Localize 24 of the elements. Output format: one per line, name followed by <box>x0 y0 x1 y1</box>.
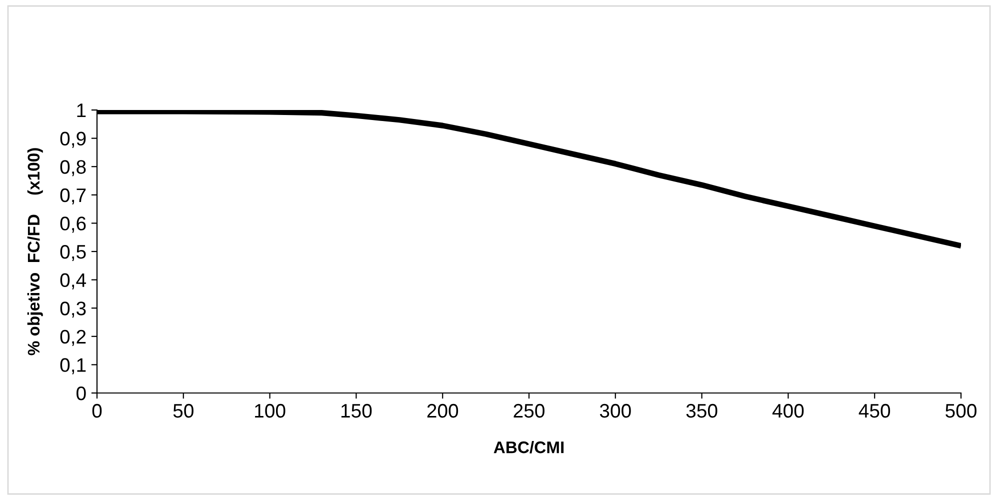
y-tick-label: 0,3 <box>60 302 86 318</box>
y-tick-label: 0 <box>76 386 86 400</box>
x-tick-label: 200 <box>427 404 458 418</box>
x-tick-label: 500 <box>946 404 976 418</box>
y-tick-label: 0,1 <box>60 358 86 374</box>
x-axis-title: ABC/CMI <box>494 440 564 454</box>
y-tick-label: 0,7 <box>60 188 86 204</box>
x-tick-label: 300 <box>600 404 631 418</box>
y-tick-label: 0,5 <box>60 244 86 262</box>
y-axis-title: % objetivo FC/FD (x100) <box>27 148 43 356</box>
x-tick-label: 50 <box>173 404 194 418</box>
y-tick-label: 0,2 <box>60 330 86 346</box>
x-tick-label: 0 <box>92 404 102 418</box>
x-tick-label: 400 <box>772 404 804 418</box>
x-tick-label: 350 <box>686 404 718 418</box>
y-tick-label: 0,4 <box>60 273 86 290</box>
y-tick-label: 0,9 <box>60 132 86 148</box>
x-tick-label: 450 <box>858 404 890 418</box>
x-tick-label: 100 <box>255 404 286 418</box>
y-tick-label: 1 <box>77 104 86 118</box>
x-tick-label: 250 <box>514 404 544 418</box>
y-tick-label: 0,6 <box>60 216 86 233</box>
y-tick-label: 0,8 <box>60 160 86 176</box>
x-tick-label: 150 <box>341 404 372 418</box>
